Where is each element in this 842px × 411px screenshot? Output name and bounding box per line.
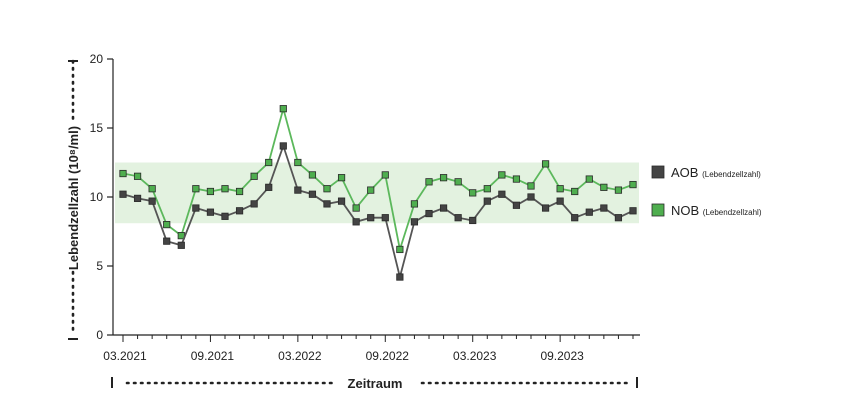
data-point-aob <box>614 214 623 222</box>
data-point-nob <box>410 200 419 208</box>
x-tick-label: 09.2021 <box>191 349 235 363</box>
data-point-nob <box>439 174 448 182</box>
legend-label-nob: NOB (Lebendzellzahl) <box>671 203 762 218</box>
data-point-nob <box>133 172 142 180</box>
data-point-nob <box>206 187 215 196</box>
legend-swatch-nob <box>651 203 665 217</box>
data-point-nob <box>250 172 258 180</box>
data-point-nob <box>119 169 127 178</box>
data-point-aob <box>265 183 273 191</box>
series-layer <box>119 105 637 281</box>
data-point-nob <box>512 175 521 183</box>
legend-sublabel: (Lebendzellzahl) <box>703 208 762 217</box>
y-tick-label: 0 <box>96 328 103 342</box>
data-point-nob <box>541 160 550 168</box>
data-point-nob <box>469 189 477 197</box>
data-point-nob <box>614 186 623 194</box>
data-point-nob <box>308 171 317 179</box>
data-point-nob <box>367 186 375 194</box>
data-point-aob <box>250 200 258 208</box>
legend-label-aob: AOB (Lebendzellzahl) <box>671 165 761 180</box>
data-point-nob <box>629 180 637 189</box>
y-axis-title: Lebendzellzahl (10⁸/ml) <box>66 126 81 270</box>
data-point-aob <box>308 190 317 198</box>
data-point-aob <box>352 218 360 226</box>
data-point-aob <box>527 193 535 201</box>
data-point-aob <box>381 214 389 222</box>
y-tick-label: 5 <box>96 259 103 273</box>
data-point-aob <box>294 186 302 194</box>
data-point-nob <box>294 158 302 167</box>
data-point-nob <box>556 185 564 193</box>
data-point-aob <box>279 142 287 150</box>
data-point-aob <box>221 212 229 220</box>
data-point-aob <box>192 204 200 212</box>
data-point-aob <box>600 204 608 212</box>
data-point-aob <box>498 190 506 198</box>
data-point-aob <box>163 237 171 245</box>
data-point-nob <box>454 178 462 186</box>
data-point-aob <box>483 197 491 205</box>
series-nob <box>119 105 637 254</box>
legend-item-nob: NOB (Lebendzellzahl) <box>651 203 762 218</box>
data-point-nob <box>265 158 273 167</box>
data-point-nob <box>396 245 404 254</box>
data-point-aob <box>119 190 127 198</box>
x-tick-label: 03.2023 <box>453 349 497 363</box>
legend-item-aob: AOB (Lebendzellzahl) <box>651 165 761 180</box>
data-point-aob <box>629 207 637 215</box>
data-point-aob <box>571 214 579 222</box>
data-point-aob <box>323 200 331 208</box>
x-axis-title: Zeitraum <box>348 376 403 391</box>
data-point-nob <box>425 178 433 186</box>
x-tick-label: 03.2022 <box>278 349 322 363</box>
data-point-nob <box>163 220 171 229</box>
data-point-nob <box>148 185 156 193</box>
y-tick-label: 10 <box>90 190 104 204</box>
data-point-nob <box>221 185 229 193</box>
data-point-nob <box>498 171 506 179</box>
legend: AOB (Lebendzellzahl) NOB (Lebendzellzahl) <box>651 165 762 218</box>
data-point-nob <box>235 187 244 196</box>
data-point-aob <box>512 201 521 209</box>
data-point-aob <box>556 197 564 205</box>
legend-sublabel: (Lebendzellzahl) <box>702 170 761 179</box>
data-point-nob <box>585 175 593 183</box>
series-aob <box>119 142 637 281</box>
x-tick-label: 09.2023 <box>540 349 584 363</box>
axes: 0 5 10 15 20 03.2021 09.2021 03.2022 09.2022 03.2… <box>68 52 640 388</box>
data-point-aob <box>148 197 156 205</box>
data-point-aob <box>469 216 477 225</box>
data-point-aob <box>425 209 433 218</box>
x-tick-label: 09.2022 <box>366 349 410 363</box>
data-point-aob <box>410 218 419 226</box>
data-point-nob <box>527 182 535 190</box>
data-point-nob <box>381 171 389 179</box>
data-point-nob <box>323 185 331 193</box>
data-point-nob <box>279 105 287 113</box>
data-point-nob <box>483 185 491 193</box>
y-tick-label: 15 <box>90 121 104 135</box>
data-point-aob <box>206 208 215 216</box>
x-tick-label: 03.2021 <box>103 349 147 363</box>
data-point-nob <box>600 183 608 191</box>
data-point-aob <box>133 194 142 202</box>
legend-swatch-aob <box>651 165 665 179</box>
data-point-nob <box>337 174 346 182</box>
data-point-aob <box>541 204 550 212</box>
data-point-aob <box>367 214 375 222</box>
y-tick-label: 20 <box>90 52 104 66</box>
data-point-aob <box>235 207 244 215</box>
data-point-aob <box>177 241 185 249</box>
data-point-aob <box>585 208 593 216</box>
data-point-nob <box>352 204 360 212</box>
data-point-nob <box>192 185 200 193</box>
data-point-aob <box>337 197 346 205</box>
data-point-aob <box>396 273 404 281</box>
data-point-aob <box>454 214 462 222</box>
data-point-aob <box>439 204 448 212</box>
data-point-nob <box>571 187 579 196</box>
